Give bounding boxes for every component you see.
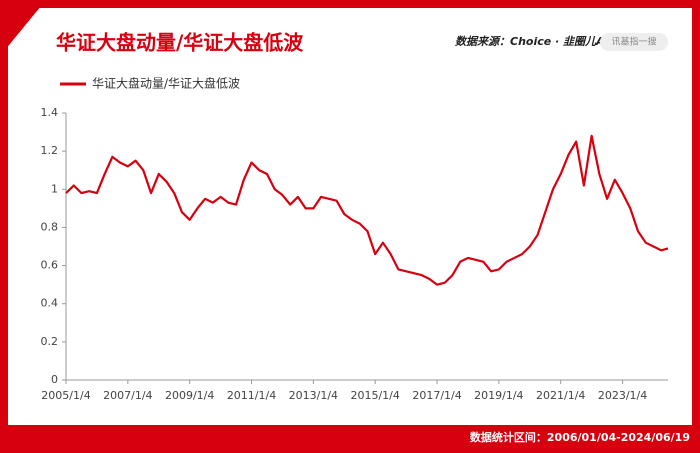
x-tick-label: 2005/1/4 xyxy=(41,389,90,402)
y-tick-label: 0.4 xyxy=(41,297,59,310)
x-tick-label: 2009/1/4 xyxy=(165,389,214,402)
x-tick-label: 2015/1/4 xyxy=(350,389,399,402)
x-tick-label: 2019/1/4 xyxy=(474,389,523,402)
x-tick-label: 2023/1/4 xyxy=(598,389,647,402)
corner xyxy=(0,0,46,56)
x-tick-label: 2011/1/4 xyxy=(227,389,276,402)
y-tick-label: 0 xyxy=(51,373,58,386)
x-tick-label: 2007/1/4 xyxy=(103,389,152,402)
search-box[interactable] xyxy=(600,33,668,51)
chart-title: 华证大盘动量/华证大盘低波 xyxy=(56,31,304,55)
x-tick-label: 2017/1/4 xyxy=(412,389,461,402)
card xyxy=(8,8,692,425)
legend-label: 华证大盘动量/华证大盘低波 xyxy=(92,76,240,91)
data-line xyxy=(65,134,669,286)
y-tick-label: 1.4 xyxy=(41,106,59,119)
x-tick-label: 2021/1/4 xyxy=(536,389,585,402)
y-tick-label: 0.6 xyxy=(41,259,59,272)
x-tick-label: 2013/1/4 xyxy=(289,389,338,402)
footer: 数据统计区间：2006/01/04-2024/06/19 xyxy=(470,430,690,444)
y-tick-label: 0.8 xyxy=(41,220,59,233)
source: 数据来源：Choice · 韭圈儿App xyxy=(455,35,620,48)
search-text[interactable]: 讯基指一搜 xyxy=(611,36,656,48)
y-tick-label: 1.2 xyxy=(41,144,59,157)
y-tick-label: 0.2 xyxy=(41,335,59,348)
y-tick-label: 1 xyxy=(51,182,58,195)
